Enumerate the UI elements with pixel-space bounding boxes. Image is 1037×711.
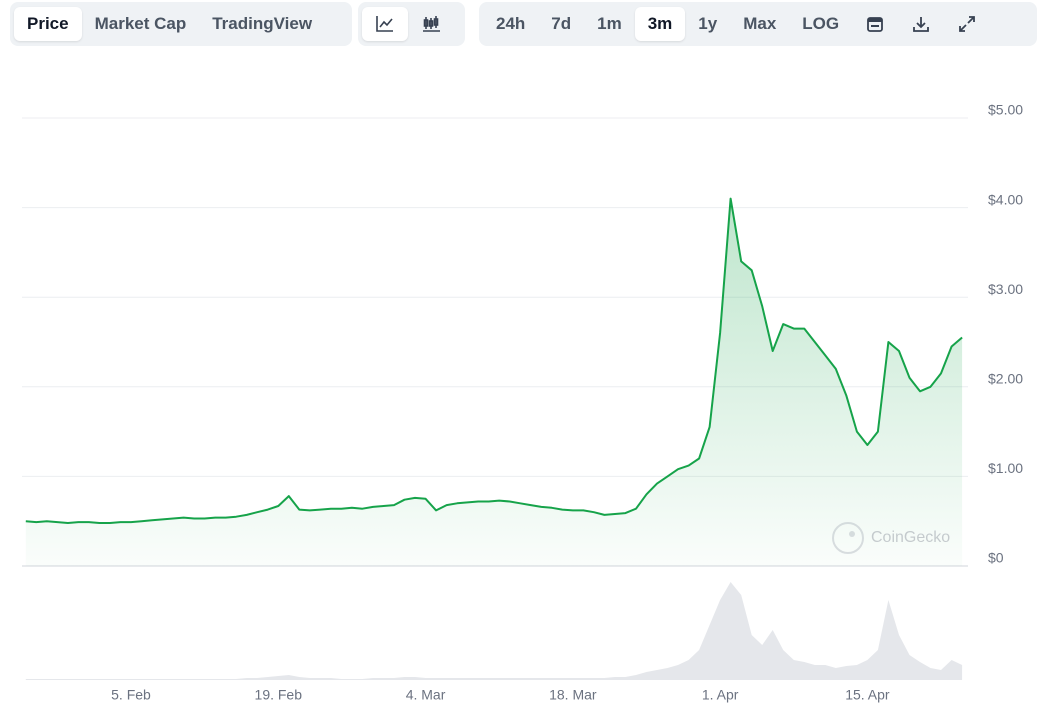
tab[interactable]: TradingView	[212, 14, 313, 33]
y-tick-label: $3.00	[988, 281, 1023, 297]
range[interactable]: 3m	[634, 7, 686, 41]
calendar-icon	[867, 17, 884, 32]
line-style-button[interactable]	[362, 7, 408, 41]
download-button[interactable]	[898, 7, 944, 41]
y-tick-label: $2.00	[988, 371, 1023, 387]
price-area	[25, 198, 963, 566]
tab[interactable]: Price	[14, 7, 82, 41]
view-tabs: Price Market Cap TradingView	[10, 2, 352, 46]
y-tick-label: $4.00	[988, 191, 1023, 207]
candle-style-button[interactable]	[408, 7, 454, 41]
watermark-text: CoinGecko	[871, 529, 950, 546]
chart-style	[358, 2, 465, 46]
x-tick-label: 19. Feb	[255, 687, 303, 703]
range[interactable]: 1y	[698, 14, 718, 33]
calendar-button[interactable]	[852, 7, 898, 41]
y-tick-label: $0	[988, 550, 1004, 566]
tab[interactable]: Market Cap	[94, 14, 187, 33]
expand-icon	[959, 16, 976, 32]
y-tick-label: $5.00	[988, 102, 1023, 118]
volume-area	[25, 582, 963, 680]
watermark: CoinGecko	[832, 522, 950, 554]
y-tick-label: $1.00	[988, 460, 1023, 476]
fullscreen-button[interactable]	[944, 7, 990, 41]
download-icon	[913, 17, 930, 32]
range-tabs: 24h 7d 1m 3m 1y Max LOG	[479, 2, 1037, 46]
candle-icon	[423, 16, 440, 32]
x-tick-label: 5. Feb	[111, 687, 151, 703]
range[interactable]: 7d	[551, 14, 572, 33]
line-icon	[376, 16, 393, 32]
x-tick-label: 1. Apr	[702, 687, 739, 703]
x-tick-label: 18. Mar	[549, 687, 597, 703]
price-line	[25, 197, 963, 524]
range[interactable]: LOG	[802, 14, 840, 33]
range[interactable]: Max	[743, 14, 777, 33]
x-tick-label: 15. Apr	[845, 687, 890, 703]
range[interactable]: 24h	[496, 14, 526, 33]
range[interactable]: 1m	[597, 14, 622, 33]
x-tick-label: 4. Mar	[406, 687, 446, 703]
